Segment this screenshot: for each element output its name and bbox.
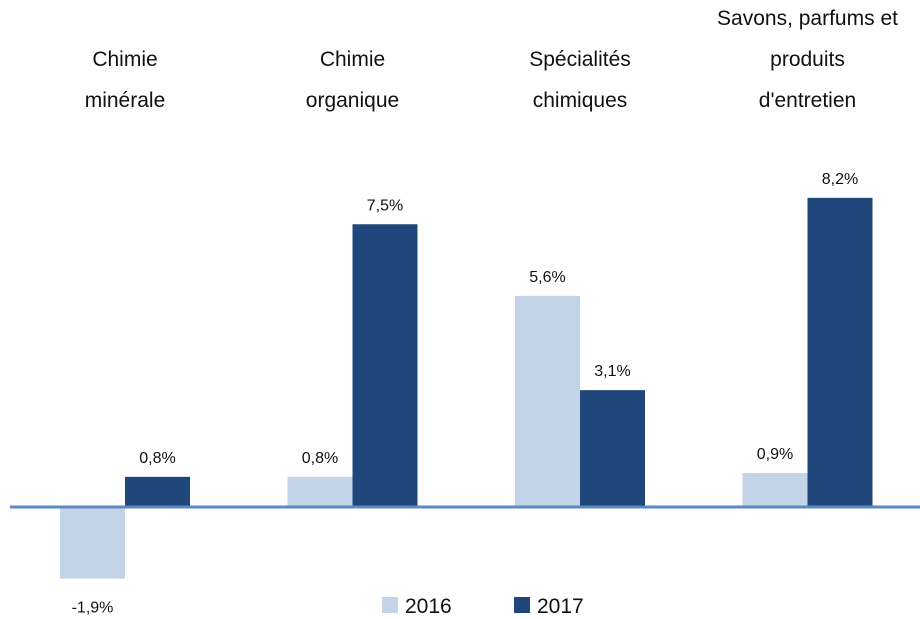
legend-label: 2016	[405, 595, 452, 618]
value-label: 0,9%	[757, 446, 793, 463]
value-label: -1,9%	[72, 600, 114, 617]
bar	[287, 476, 353, 507]
value-label: 5,6%	[529, 269, 565, 286]
category-label: Chimie minérale	[85, 48, 166, 112]
legend-swatch	[514, 597, 530, 613]
value-label: 3,1%	[594, 363, 630, 380]
category-label: Savons, parfums et produits d'entretien	[717, 7, 898, 112]
bar	[352, 224, 418, 507]
value-label: 0,8%	[139, 450, 175, 467]
bar	[60, 507, 125, 579]
value-label: 7,5%	[367, 197, 403, 214]
bar	[742, 473, 808, 507]
category-label: Spécialités chimiques	[529, 48, 631, 112]
bar	[807, 197, 873, 508]
legend-label: 2017	[537, 595, 584, 618]
bar	[515, 295, 580, 507]
value-label: 0,8%	[302, 450, 338, 467]
legend-swatch	[382, 597, 398, 613]
category-label: Chimie organique	[306, 48, 399, 112]
bar	[580, 390, 645, 507]
bar	[125, 476, 190, 507]
value-label: 8,2%	[822, 171, 858, 188]
